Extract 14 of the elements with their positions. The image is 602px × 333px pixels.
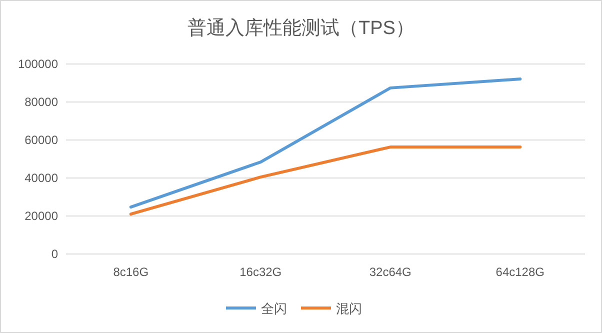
y-tick-label: 40000 <box>24 171 58 185</box>
x-tick-label: 16c32G <box>240 265 282 279</box>
x-tick-label: 32c64G <box>369 265 412 279</box>
y-tick-label: 0 <box>51 247 58 261</box>
x-tick-label: 64c128G <box>496 265 544 279</box>
y-tick-label: 80000 <box>24 95 58 109</box>
legend-label: 全闪 <box>261 301 287 316</box>
line-series <box>129 78 522 209</box>
y-tick-label: 20000 <box>24 209 58 223</box>
legend-label: 混闪 <box>336 301 362 316</box>
y-tick-label: 60000 <box>24 133 58 147</box>
chart-title: 普通入库性能测试（TPS） <box>188 17 414 39</box>
x-tick-label: 8c16G <box>113 265 149 279</box>
y-tick-label: 100000 <box>18 57 58 71</box>
